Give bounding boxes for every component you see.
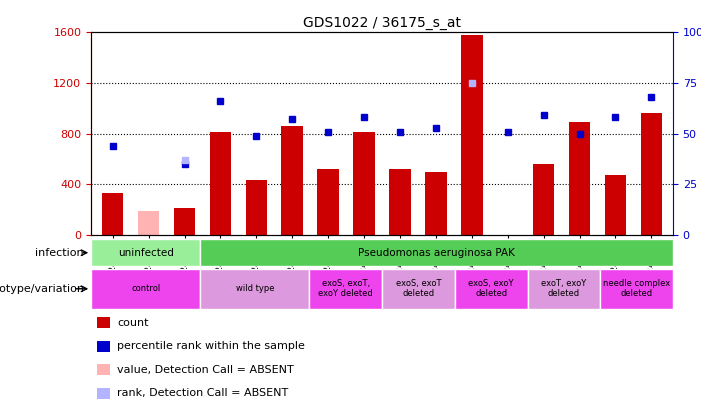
Bar xyxy=(200,269,309,309)
Bar xyxy=(282,126,303,235)
Bar xyxy=(318,169,339,235)
Bar xyxy=(97,388,110,399)
Bar xyxy=(389,169,411,235)
Text: exoS, exoT
deleted: exoS, exoT deleted xyxy=(395,279,441,298)
Bar xyxy=(91,269,200,309)
Bar xyxy=(461,35,482,235)
Text: exoS, exoT,
exoY deleted: exoS, exoT, exoY deleted xyxy=(318,279,373,298)
Text: needle complex
deleted: needle complex deleted xyxy=(603,279,670,298)
Bar xyxy=(455,269,527,309)
Bar xyxy=(382,269,455,309)
Bar xyxy=(200,239,673,266)
Bar xyxy=(102,193,123,235)
Text: exoS, exoY
deleted: exoS, exoY deleted xyxy=(468,279,514,298)
Bar xyxy=(138,211,159,235)
Text: percentile rank within the sample: percentile rank within the sample xyxy=(117,341,305,351)
Bar xyxy=(353,132,375,235)
Text: wild type: wild type xyxy=(236,284,274,293)
Bar xyxy=(210,132,231,235)
Text: Pseudomonas aeruginosa PAK: Pseudomonas aeruginosa PAK xyxy=(358,248,515,258)
Title: GDS1022 / 36175_s_at: GDS1022 / 36175_s_at xyxy=(303,16,461,30)
Text: uninfected: uninfected xyxy=(118,248,174,258)
Bar xyxy=(425,172,447,235)
Text: exoT, exoY
deleted: exoT, exoY deleted xyxy=(541,279,587,298)
Bar xyxy=(600,269,673,309)
Bar xyxy=(97,364,110,375)
Bar xyxy=(527,269,600,309)
Bar xyxy=(605,175,626,235)
Text: count: count xyxy=(117,318,149,328)
Text: rank, Detection Call = ABSENT: rank, Detection Call = ABSENT xyxy=(117,388,289,398)
Bar xyxy=(97,341,110,352)
Text: genotype/variation: genotype/variation xyxy=(0,284,84,294)
Bar xyxy=(91,239,200,266)
Bar xyxy=(97,317,110,328)
Bar xyxy=(641,113,662,235)
Bar xyxy=(569,122,590,235)
Bar xyxy=(309,269,382,309)
Bar xyxy=(174,208,196,235)
Bar xyxy=(245,181,267,235)
Text: value, Detection Call = ABSENT: value, Detection Call = ABSENT xyxy=(117,365,294,375)
Text: control: control xyxy=(131,284,161,293)
Bar xyxy=(533,164,554,235)
Text: infection: infection xyxy=(36,248,84,258)
